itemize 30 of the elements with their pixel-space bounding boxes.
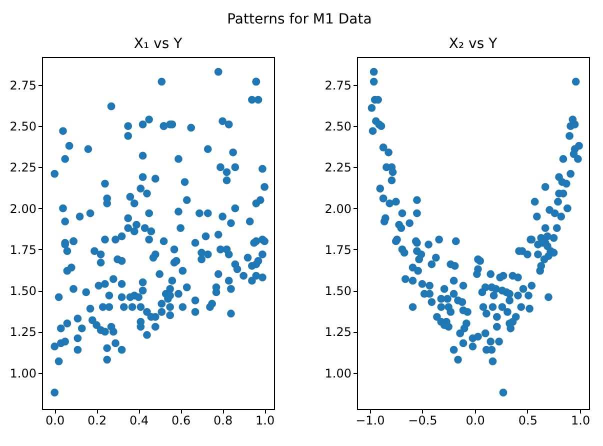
y-tick-label: 2.25 xyxy=(10,160,36,175)
y-tick-label: 1.50 xyxy=(324,284,352,298)
y-tick-label: 1.50 xyxy=(10,284,36,298)
x-tick-label: 0.0 xyxy=(466,414,485,428)
y-tick-label: 1.25 xyxy=(10,325,36,340)
y-tick-label: 2.50 xyxy=(324,120,352,134)
x-tick-label: 0.2 xyxy=(88,414,107,428)
y-tick-label: 2.75 xyxy=(324,78,352,92)
y-tick-label: 1.25 xyxy=(324,325,352,340)
x-tick-label: 0.6 xyxy=(172,414,191,428)
x-tick-label: 0.4 xyxy=(130,414,149,428)
y-tick-label: 1.00 xyxy=(324,366,352,380)
y-tick-label: 2.00 xyxy=(324,202,352,216)
y-tick-label: 2.50 xyxy=(10,120,36,134)
x-tick-label: 1.0 xyxy=(256,414,275,428)
y-tick-label: 1.00 xyxy=(10,366,36,380)
x-tick-label: 0.0 xyxy=(46,414,65,428)
chart-title: X₂ vs Y xyxy=(448,36,498,52)
y-tick-label: 2.25 xyxy=(324,160,352,175)
x-tick-label: −0.5 xyxy=(408,414,438,428)
y-tick-label: 2.75 xyxy=(10,78,36,92)
chart-title: X₁ vs Y xyxy=(134,36,183,52)
x-tick-label: −1.0 xyxy=(356,414,385,428)
y-tick-label: 1.75 xyxy=(10,242,36,257)
x-tick-label: 1.0 xyxy=(571,414,590,428)
y-tick-label: 1.75 xyxy=(324,242,352,257)
y-tick-label: 2.00 xyxy=(10,202,36,216)
text: Patterns for M1 Data xyxy=(227,12,372,28)
x-tick-label: 0.8 xyxy=(214,414,233,428)
x-tick-label: 0.5 xyxy=(518,414,538,428)
